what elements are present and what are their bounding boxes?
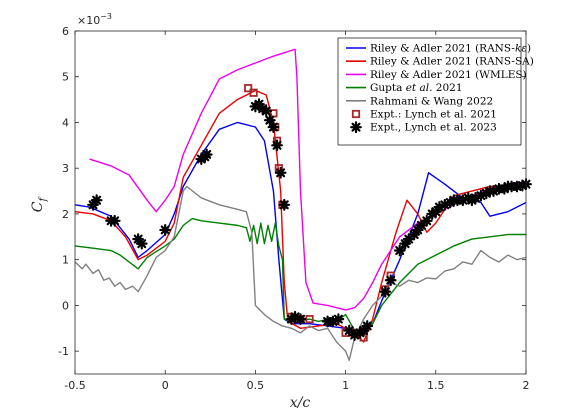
data-point-star <box>361 320 374 332</box>
data-point-square <box>249 88 258 97</box>
data-point-star <box>379 285 392 298</box>
data-point-star <box>253 98 265 111</box>
legend-label: Rahmani & Wang 2022 <box>370 95 493 107</box>
legend-item: Riley & Adler 2021 (RANS-SA) <box>346 56 534 68</box>
x-tick-label: 1 <box>342 379 349 392</box>
data-point-star <box>456 194 469 207</box>
y-tick-label: 3 <box>62 162 69 175</box>
data-point-star <box>200 148 213 161</box>
data-point-star <box>411 224 424 236</box>
y-tick-label: 1 <box>62 254 69 267</box>
data-point-star <box>343 324 356 337</box>
data-point-square <box>244 84 253 93</box>
legend-label: Riley & Adler 2021 (RANS-SA) <box>370 56 534 68</box>
legend-label: Riley & Adler 2021 (WMLES) <box>370 69 527 81</box>
data-point-star <box>108 214 121 227</box>
x-tick-label: 0.5 <box>247 379 265 392</box>
data-point-star <box>469 192 482 204</box>
legend-swatch <box>351 109 361 119</box>
legend-label-part: kε <box>515 43 527 55</box>
marker-layer <box>87 84 532 342</box>
y-multiplier-exponent: −3 <box>100 12 112 21</box>
y-multiplier: ×10−3 <box>77 12 112 27</box>
legend-item: Rahmani & Wang 2022 <box>346 95 493 107</box>
data-point-star <box>357 324 370 337</box>
legend-label-part: 2021 <box>432 82 462 94</box>
legend-item: Expt., Lynch et al. 2023 <box>350 121 497 134</box>
data-point-star <box>408 228 421 241</box>
data-point-star <box>475 189 487 202</box>
legend-label: Riley & Adler 2021 (RANS-kε) <box>370 43 531 55</box>
x-tick-label: 0 <box>162 379 169 392</box>
data-point-star <box>90 194 103 207</box>
data-point-star <box>384 274 397 287</box>
data-point-star <box>263 114 276 127</box>
data-point-star <box>260 105 273 117</box>
data-point-star <box>274 166 287 179</box>
data-point-star <box>438 198 451 211</box>
series-line-4 <box>74 217 526 334</box>
legend-label-part: et al. <box>406 82 433 94</box>
data-point-star <box>433 201 446 213</box>
legend-item: Riley & Adler 2021 (WMLES) <box>346 69 527 81</box>
legend-label: Expt., Lynch et al. 2023 <box>370 122 497 134</box>
data-point-star <box>399 237 412 250</box>
data-point-star <box>159 224 172 236</box>
y-label-subscript: f <box>38 195 49 202</box>
data-point-star <box>294 313 307 326</box>
y-tick-label: -1 <box>58 345 69 358</box>
legend-label: Gupta et al. 2021 <box>370 82 463 94</box>
data-point-star <box>87 198 99 211</box>
data-point-star <box>516 179 529 192</box>
data-point-star <box>267 121 280 133</box>
data-point-star <box>348 329 361 342</box>
data-point-star <box>402 233 415 245</box>
y-tick-label: 6 <box>62 25 69 38</box>
y-tick-label: 5 <box>62 71 69 84</box>
legend-swatch <box>350 121 362 134</box>
legend: Riley & Adler 2021 (RANS-kε)Riley & Adle… <box>337 37 534 146</box>
data-point-star <box>327 315 339 328</box>
series-line-1 <box>74 121 527 336</box>
legend-item: Riley & Adler 2021 (RANS-kε) <box>346 43 531 55</box>
plot-frame <box>74 30 527 375</box>
data-point-star <box>415 219 428 232</box>
x-axis-label: x/c <box>290 395 311 411</box>
series-markers-7 <box>87 98 532 342</box>
legend-label-part: Riley & Adler 2021 (RANS- <box>370 43 515 55</box>
x-tick-label: 2 <box>523 379 530 392</box>
legend-box <box>337 37 522 146</box>
y-tick-label: 0 <box>62 299 69 312</box>
data-point-star <box>429 205 442 218</box>
y-axis-label: Cf <box>30 195 49 212</box>
y-tick-label: 4 <box>62 116 69 129</box>
series-line-5 <box>74 185 527 361</box>
x-tick-label: 1.5 <box>427 379 445 392</box>
data-point-star <box>278 198 291 211</box>
data-point-star <box>135 237 148 250</box>
y-label-main: C <box>30 201 46 212</box>
data-point-star <box>393 244 406 257</box>
data-point-star <box>289 310 301 323</box>
x-tick-label: -0.5 <box>64 379 85 392</box>
ticks-layer: -0.5 0 0.5 1 1.5 2 -1 0 1 2 3 4 5 6 <box>58 25 529 392</box>
axis-labels: ×10−3 x/c Cf <box>30 12 310 411</box>
data-point-star <box>332 313 345 326</box>
y-tick-label: 2 <box>62 208 69 221</box>
data-point-star <box>132 233 145 245</box>
legend-label: Expt.: Lynch et al. 2021 <box>370 109 497 121</box>
legend-item: Gupta et al. 2021 <box>346 82 463 94</box>
data-point-star <box>420 214 433 227</box>
legend-item: Expt.: Lynch et al. 2021 <box>351 109 497 121</box>
legend-label-part: ) <box>527 43 531 55</box>
data-point-star <box>487 185 500 197</box>
data-point-star <box>271 139 283 152</box>
y-multiplier-base: ×10 <box>77 14 100 27</box>
legend-label-part: Gupta <box>370 82 406 94</box>
